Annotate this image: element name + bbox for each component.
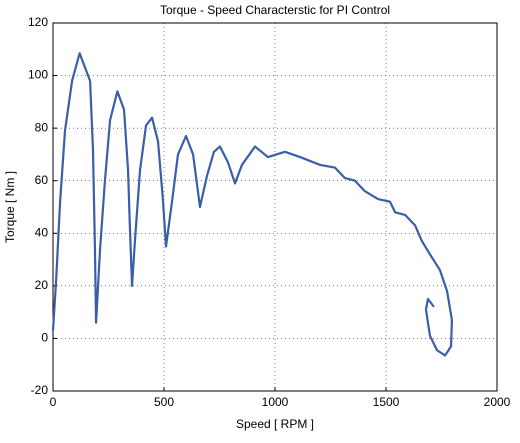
x-tick-label: 1000 [262,395,289,409]
y-tick-label: 100 [28,68,48,82]
x-tick-label: 0 [50,395,57,409]
y-tick-label: 20 [35,278,49,292]
y-axis-label: Torque [ Nm ] [3,171,17,243]
y-tick-label: 0 [41,331,48,345]
x-axis-label: Speed [ RPM ] [236,417,314,431]
x-tick-label: 2000 [484,395,511,409]
y-tick-label: 60 [35,173,49,187]
chart-title: Torque - Speed Characterstic for PI Cont… [160,3,390,17]
y-tick-label: -20 [31,383,49,397]
x-tick-label: 1500 [373,395,400,409]
y-tick-label: 80 [35,120,49,134]
y-tick-label: 120 [28,15,48,29]
data-line [51,52,454,357]
plot-frame [52,22,498,392]
x-tick-label: 500 [154,395,174,409]
y-tick-label: 40 [35,225,49,239]
